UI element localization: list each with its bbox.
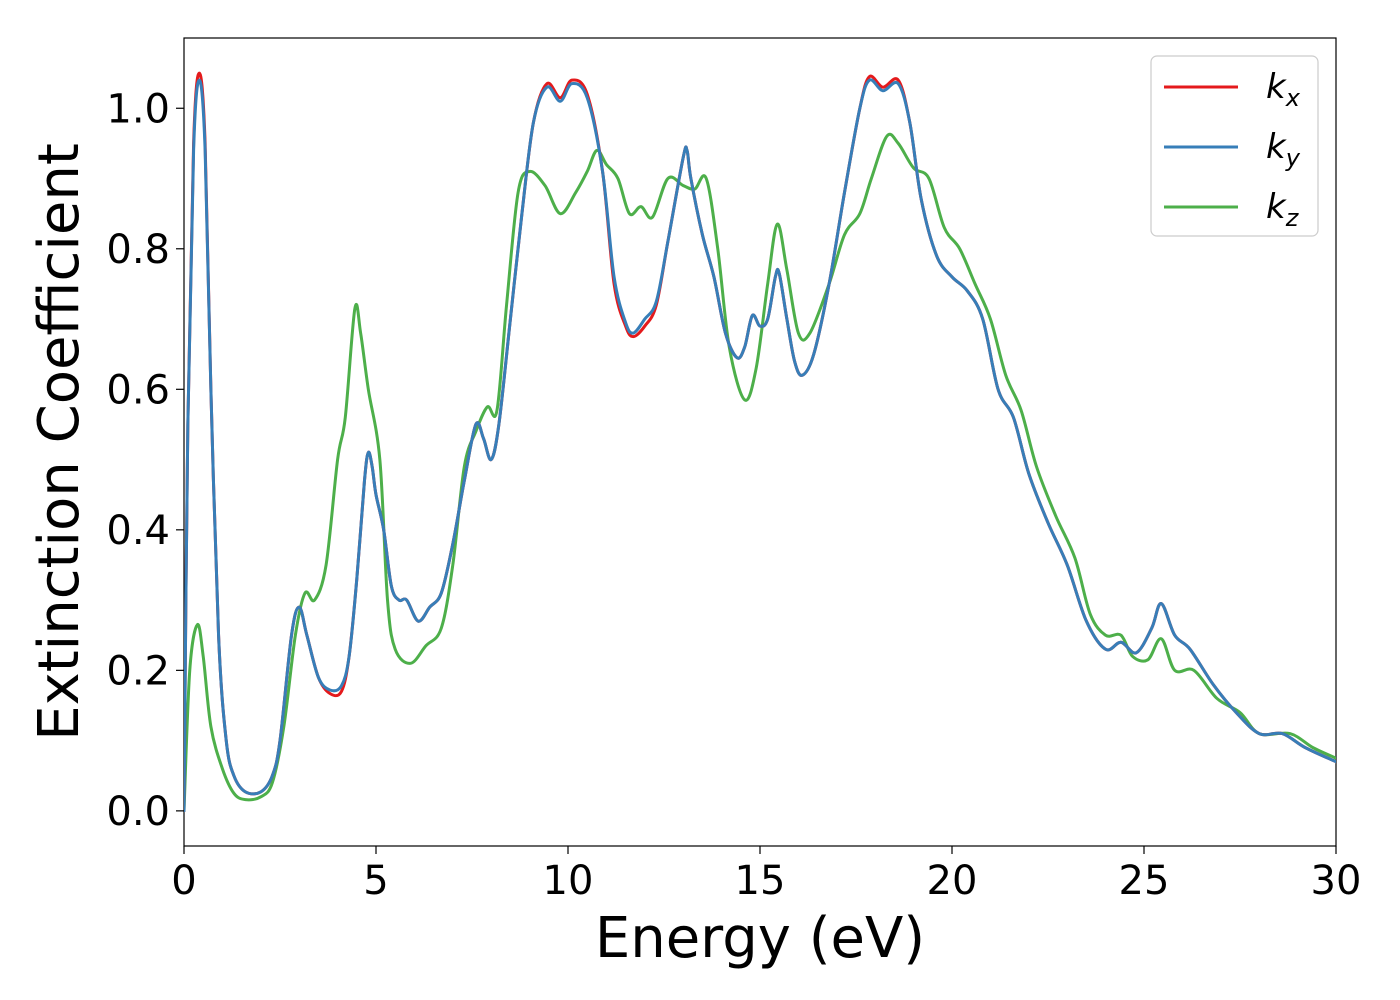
x-tick-label: 20	[927, 858, 978, 904]
y-tick-label: 0.4	[106, 508, 170, 554]
x-tick-label: 25	[1119, 858, 1170, 904]
legend-label-kx: kx	[1266, 67, 1301, 112]
y-tick-label: 1.0	[106, 86, 170, 132]
legend-label-subscript: z	[1285, 204, 1300, 232]
legend-label-kz: kz	[1266, 187, 1300, 232]
x-axis-label: Energy (eV)	[595, 906, 925, 971]
series-line-kz	[184, 132, 1336, 813]
y-tick-label: 0.8	[106, 227, 170, 273]
series-lines	[184, 71, 1336, 813]
legend-label-ky: ky	[1266, 127, 1301, 172]
legend-label-base: k	[1266, 127, 1287, 167]
legend-label-base: k	[1266, 67, 1287, 107]
y-axis-ticks: 0.0 0.2 0.4 0.6 0.8 1.0	[106, 86, 184, 835]
legend-label-subscript: y	[1285, 144, 1301, 172]
y-tick-label: 0.0	[106, 789, 170, 835]
y-axis-label: Extinction Coefficient	[27, 143, 92, 741]
x-axis-ticks: 0 5 10 15 20 25 30	[171, 846, 1361, 904]
legend-label-base: k	[1266, 187, 1287, 227]
x-tick-label: 5	[363, 858, 388, 904]
y-tick-label: 0.6	[106, 367, 170, 413]
x-tick-label: 15	[735, 858, 786, 904]
y-tick-label: 0.2	[106, 648, 170, 694]
series-line-ky	[184, 78, 1336, 813]
x-tick-label: 0	[171, 858, 196, 904]
x-tick-label: 10	[543, 858, 594, 904]
legend-label-subscript: x	[1285, 84, 1301, 112]
x-tick-label: 30	[1311, 858, 1362, 904]
